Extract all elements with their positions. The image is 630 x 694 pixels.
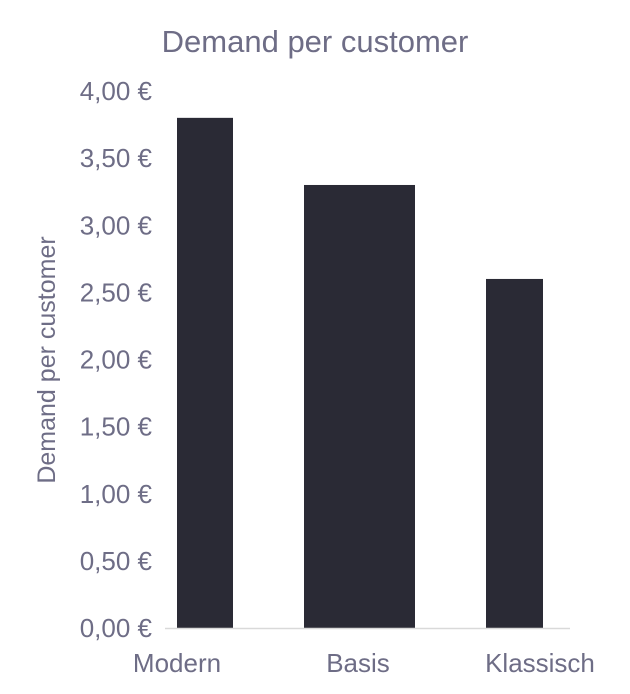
y-axis-label: Demand per customer xyxy=(33,236,61,483)
bar-klassisch xyxy=(486,278,543,628)
x-tick-label: Klassisch xyxy=(485,648,595,678)
y-tick-label: 2,50 € xyxy=(80,277,153,307)
y-axis-ticks: 0,00 € 0,50 € 1,00 € 1,50 € 2,00 € 2,50 € 3,00… xyxy=(80,76,153,643)
x-tick-label: Modern xyxy=(133,648,221,678)
y-tick-label: 1,00 € xyxy=(80,479,153,509)
y-tick-label: 3,50 € xyxy=(80,143,153,173)
y-tick-label: 1,50 € xyxy=(80,412,153,442)
y-tick-label: 0,00 € xyxy=(80,613,153,643)
chart-title: Demand per customer xyxy=(162,24,469,59)
y-tick-label: 2,00 € xyxy=(80,345,153,375)
x-axis-labels: Modern Basis Klassisch xyxy=(133,648,595,678)
bar-modern xyxy=(177,117,233,628)
x-tick-label: Basis xyxy=(326,648,390,678)
y-tick-label: 3,00 € xyxy=(80,210,153,240)
y-tick-label: 4,00 € xyxy=(80,76,153,106)
y-tick-label: 0,50 € xyxy=(80,546,153,576)
bar-basis xyxy=(304,184,415,628)
bars xyxy=(177,117,543,628)
